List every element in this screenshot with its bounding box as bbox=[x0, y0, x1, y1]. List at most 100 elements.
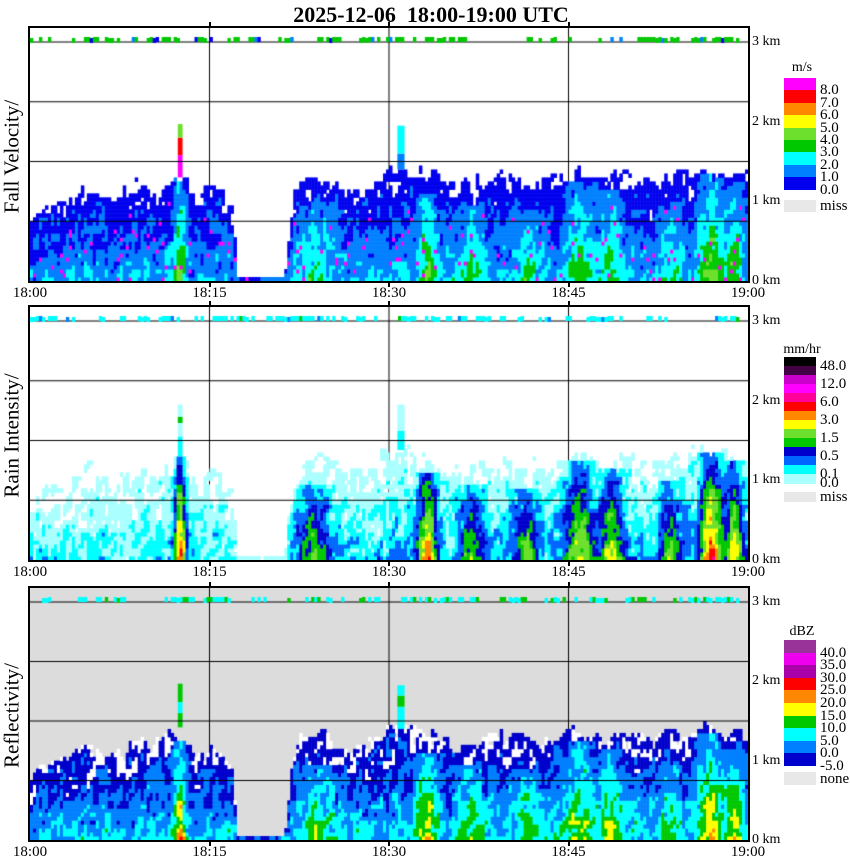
legend-block bbox=[784, 677, 816, 691]
axis-tick bbox=[208, 582, 211, 586]
legend-block bbox=[784, 393, 816, 403]
legend-block bbox=[784, 177, 816, 191]
legend-label: 10.0 bbox=[820, 720, 847, 737]
x-tick-label: 18:45 bbox=[551, 564, 586, 580]
x-tick-label: 18:45 bbox=[551, 285, 586, 301]
legend-block bbox=[784, 703, 816, 717]
x-tick-label: 19:00 bbox=[730, 844, 766, 860]
plot-title: 2025-12-06 18:00-19:00 UTC bbox=[293, 2, 569, 27]
legend-label: 0.0 bbox=[820, 181, 839, 198]
legend-block bbox=[784, 447, 816, 457]
axis-tick bbox=[388, 562, 390, 566]
height-tick-label: 0 km bbox=[752, 273, 781, 288]
legend-block bbox=[784, 384, 816, 394]
legend-label: 35.0 bbox=[820, 657, 847, 674]
legend-label: 5.0 bbox=[820, 119, 839, 136]
height-tick-label: 2 km bbox=[752, 673, 781, 689]
legend-block bbox=[784, 152, 816, 166]
legend-label: 3.0 bbox=[820, 144, 839, 161]
legend-label: 3.0 bbox=[820, 412, 839, 428]
height-tick-label: 2 km bbox=[752, 113, 781, 129]
legend-block bbox=[784, 411, 816, 421]
axis-tick bbox=[388, 283, 390, 287]
axis-tick bbox=[208, 22, 211, 26]
legend-units: dBZ bbox=[789, 624, 815, 639]
legend-block bbox=[784, 652, 816, 666]
x-tick-label: 18:15 bbox=[192, 844, 227, 860]
legend-label: 6.0 bbox=[820, 107, 839, 124]
legend-block bbox=[784, 465, 816, 475]
x-tick-label: 18:00 bbox=[12, 564, 48, 580]
axis-tick bbox=[208, 283, 211, 287]
legend-block bbox=[784, 115, 816, 129]
height-tick-label: 2 km bbox=[752, 392, 781, 408]
x-tick-label: 18:15 bbox=[192, 285, 227, 301]
legend-units: mm/hr bbox=[783, 342, 821, 357]
legend-label: 2.0 bbox=[820, 156, 839, 173]
legend-missing-block bbox=[784, 199, 816, 212]
legend-label: 12.0 bbox=[820, 376, 847, 392]
height-tick-label: 1 km bbox=[752, 752, 781, 768]
legend-block bbox=[784, 665, 816, 679]
fall-velocity-axis-title: Fall Velocity/ bbox=[0, 99, 24, 214]
x-tick-label: 18:30 bbox=[371, 564, 407, 580]
legend-block bbox=[784, 375, 816, 385]
legend-block bbox=[784, 640, 816, 654]
legend-missing-label: miss bbox=[820, 197, 848, 214]
legend-label: 1.0 bbox=[820, 169, 839, 186]
height-tick-label: 1 km bbox=[752, 193, 781, 209]
height-tick-label: 3 km bbox=[752, 594, 781, 609]
legend-label: 5.0 bbox=[820, 732, 839, 749]
axis-tick bbox=[388, 582, 390, 586]
legend-missing-label: none bbox=[820, 770, 850, 787]
x-tick-label: 18:00 bbox=[12, 285, 48, 301]
height-tick-label: 3 km bbox=[752, 34, 781, 49]
legend-label: 0.0 bbox=[820, 745, 839, 762]
legend-block bbox=[784, 357, 816, 367]
legend-block bbox=[784, 728, 816, 742]
rain-intensity-heatmap-canvas bbox=[30, 307, 748, 560]
rain-intensity-axis-title: Rain Intensity/ bbox=[0, 373, 24, 498]
legend-label: 20.0 bbox=[820, 695, 847, 711]
rain-intensity-panel bbox=[28, 305, 750, 562]
legend-label: 40.0 bbox=[820, 644, 847, 661]
legend-label: 6.0 bbox=[820, 394, 839, 410]
axis-tick bbox=[208, 562, 211, 566]
axis-tick bbox=[567, 22, 570, 26]
legend-block bbox=[784, 740, 816, 754]
axis-tick bbox=[208, 842, 211, 846]
height-tick-label: 0 km bbox=[752, 832, 781, 847]
legend-label: 48.0 bbox=[820, 358, 847, 374]
legend-block bbox=[784, 456, 816, 466]
legend-label: 0.0 bbox=[820, 475, 839, 491]
height-tick-label: 0 km bbox=[752, 552, 781, 567]
axis-tick bbox=[567, 842, 570, 846]
legend-label: 8.0 bbox=[820, 82, 839, 99]
axis-tick bbox=[388, 842, 390, 846]
x-tick-label: 18:45 bbox=[551, 844, 586, 860]
reflectivity-axis-title: Reflectivity/ bbox=[0, 663, 24, 768]
axis-tick bbox=[567, 582, 570, 586]
legend-label: 7.0 bbox=[820, 94, 839, 111]
height-tick-label: 1 km bbox=[752, 472, 781, 488]
legend-label: 1.5 bbox=[820, 430, 839, 446]
legend-block bbox=[784, 140, 816, 153]
axis-tick bbox=[208, 301, 211, 305]
legend-block bbox=[784, 366, 816, 376]
axis-tick bbox=[567, 562, 570, 566]
axis-tick bbox=[567, 283, 570, 287]
legend-units: m/s bbox=[791, 60, 813, 75]
legend-block bbox=[784, 474, 816, 484]
legend-block bbox=[784, 164, 816, 178]
legend-label: 25.0 bbox=[820, 682, 847, 699]
x-tick-label: 18:30 bbox=[371, 285, 407, 301]
legend-block bbox=[784, 753, 816, 767]
x-tick-label: 18:15 bbox=[192, 564, 227, 580]
legend-label: -5.0 bbox=[820, 758, 844, 774]
legend-block bbox=[784, 420, 816, 430]
legend-block bbox=[784, 102, 816, 116]
legend-block bbox=[784, 78, 816, 91]
x-tick-label: 18:00 bbox=[12, 844, 48, 860]
legend-block bbox=[784, 690, 816, 704]
height-tick-label: 3 km bbox=[752, 313, 781, 328]
